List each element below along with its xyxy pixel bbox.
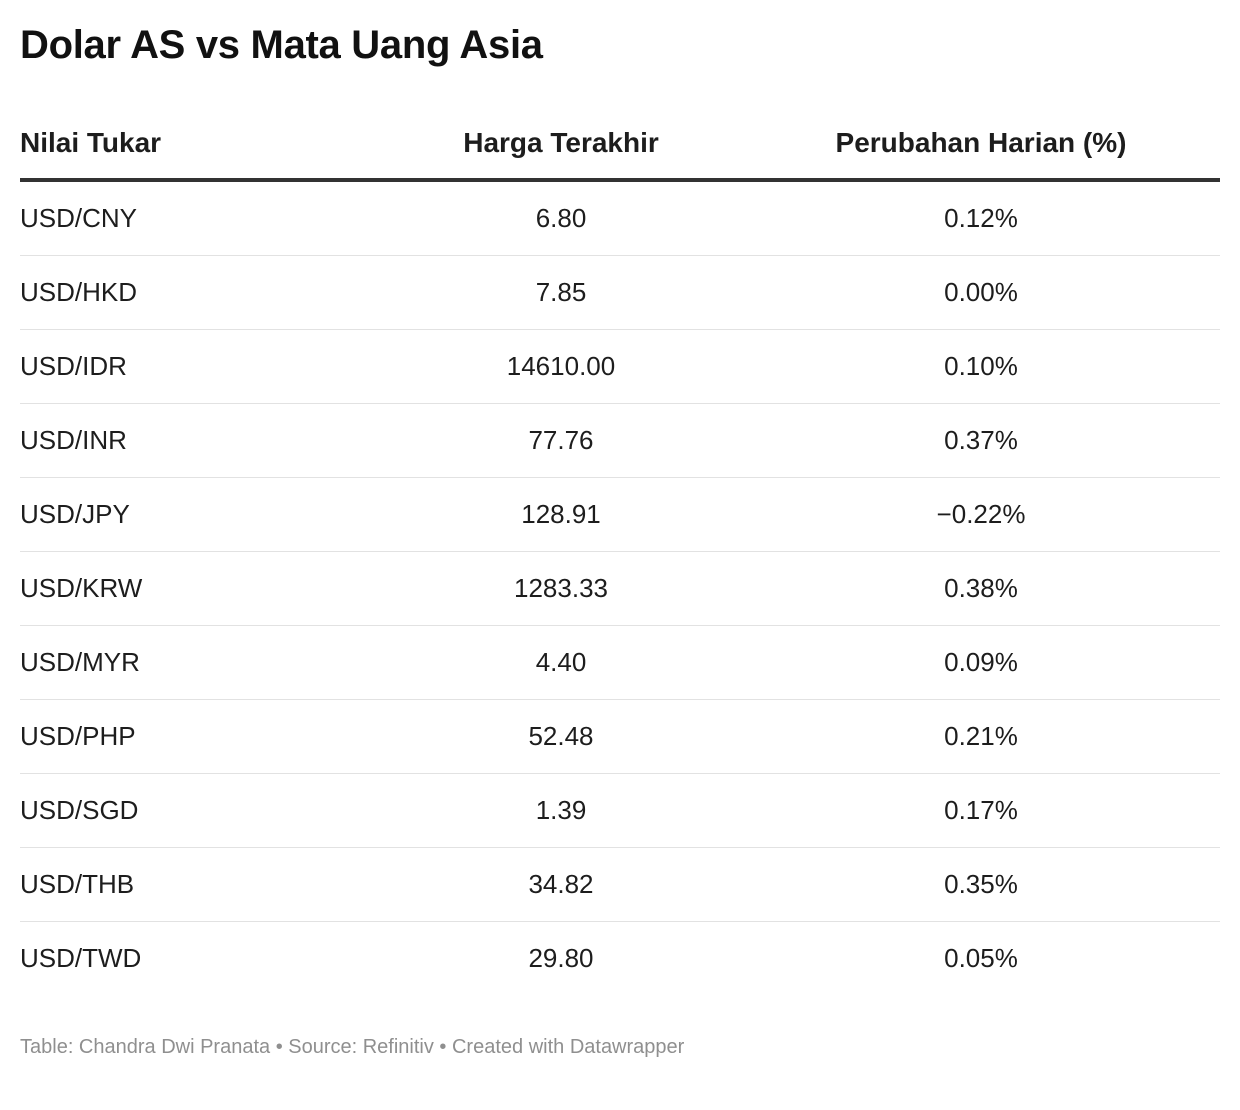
- price-cell: 128.91: [380, 477, 742, 552]
- pair-cell: USD/JPY: [20, 477, 380, 552]
- price-cell: 1283.33: [380, 551, 742, 626]
- change-cell: 0.05%: [944, 943, 1018, 973]
- pair-cell: USD/TWD: [20, 943, 142, 973]
- change-cell: 0.35%: [742, 847, 1220, 922]
- pair-cell: USD/PHP: [20, 699, 380, 774]
- price-cell: 52.48: [380, 699, 742, 774]
- table-row: USD/TWD 29.80 0.05%: [20, 922, 1220, 996]
- table-row: USD/KRW 1283.33 0.38%: [20, 551, 1220, 626]
- footer-credits: Table: Chandra Dwi Pranata • Source: Ref…: [20, 1036, 685, 1058]
- price-cell: 77.76: [380, 403, 742, 478]
- price-cell: 7.85: [380, 255, 742, 330]
- pair-cell: USD/KRW: [20, 551, 380, 626]
- price-cell: 4.40: [380, 625, 742, 700]
- column-header-pair: Nilai Tukar: [20, 108, 380, 182]
- price-cell: 14610.00: [380, 329, 742, 404]
- exchange-rate-table: Nilai Tukar Harga Terakhir Perubahan Har…: [20, 108, 1220, 995]
- change-cell: −0.22%: [742, 477, 1220, 552]
- table-row: USD/HKD 7.85 0.00%: [20, 255, 1220, 330]
- table-row: USD/JPY 128.91 −0.22%: [20, 477, 1220, 552]
- pair-cell: USD/IDR: [20, 329, 380, 404]
- change-cell: 0.37%: [742, 403, 1220, 478]
- price-cell: 34.82: [380, 847, 742, 922]
- table-body: USD/CNY 6.80 0.12% USD/HKD 7.85 0.00% US…: [20, 180, 1220, 995]
- table-row: USD/INR 77.76 0.37%: [20, 403, 1220, 478]
- column-header-daily-change: Perubahan Harian (%): [742, 108, 1220, 182]
- change-cell: 0.12%: [742, 180, 1220, 256]
- change-cell: 0.00%: [742, 255, 1220, 330]
- change-cell: 0.10%: [742, 329, 1220, 404]
- page-title: Dolar AS vs Mata Uang Asia: [20, 23, 543, 67]
- column-header-last-price: Harga Terakhir: [380, 108, 742, 182]
- table-row: USD/THB 34.82 0.35%: [20, 847, 1220, 922]
- pair-cell: USD/HKD: [20, 255, 380, 330]
- pair-cell: USD/CNY: [20, 180, 380, 256]
- pair-cell: USD/MYR: [20, 625, 380, 700]
- price-cell: 1.39: [380, 773, 742, 848]
- table-header-row: Nilai Tukar Harga Terakhir Perubahan Har…: [20, 108, 1220, 182]
- table-row: USD/PHP 52.48 0.21%: [20, 699, 1220, 774]
- table-row: USD/SGD 1.39 0.17%: [20, 773, 1220, 848]
- change-cell: 0.38%: [742, 551, 1220, 626]
- table-row: USD/MYR 4.40 0.09%: [20, 625, 1220, 700]
- change-cell: 0.09%: [742, 625, 1220, 700]
- pair-cell: USD/THB: [20, 847, 380, 922]
- table-row: USD/IDR 14610.00 0.10%: [20, 329, 1220, 404]
- change-cell: 0.21%: [742, 699, 1220, 774]
- pair-cell: USD/SGD: [20, 773, 380, 848]
- pair-cell: USD/INR: [20, 403, 380, 478]
- price-cell: 29.80: [528, 943, 594, 973]
- change-cell: 0.17%: [742, 773, 1220, 848]
- table-row: USD/CNY 6.80 0.12%: [20, 180, 1220, 256]
- price-cell: 6.80: [380, 180, 742, 256]
